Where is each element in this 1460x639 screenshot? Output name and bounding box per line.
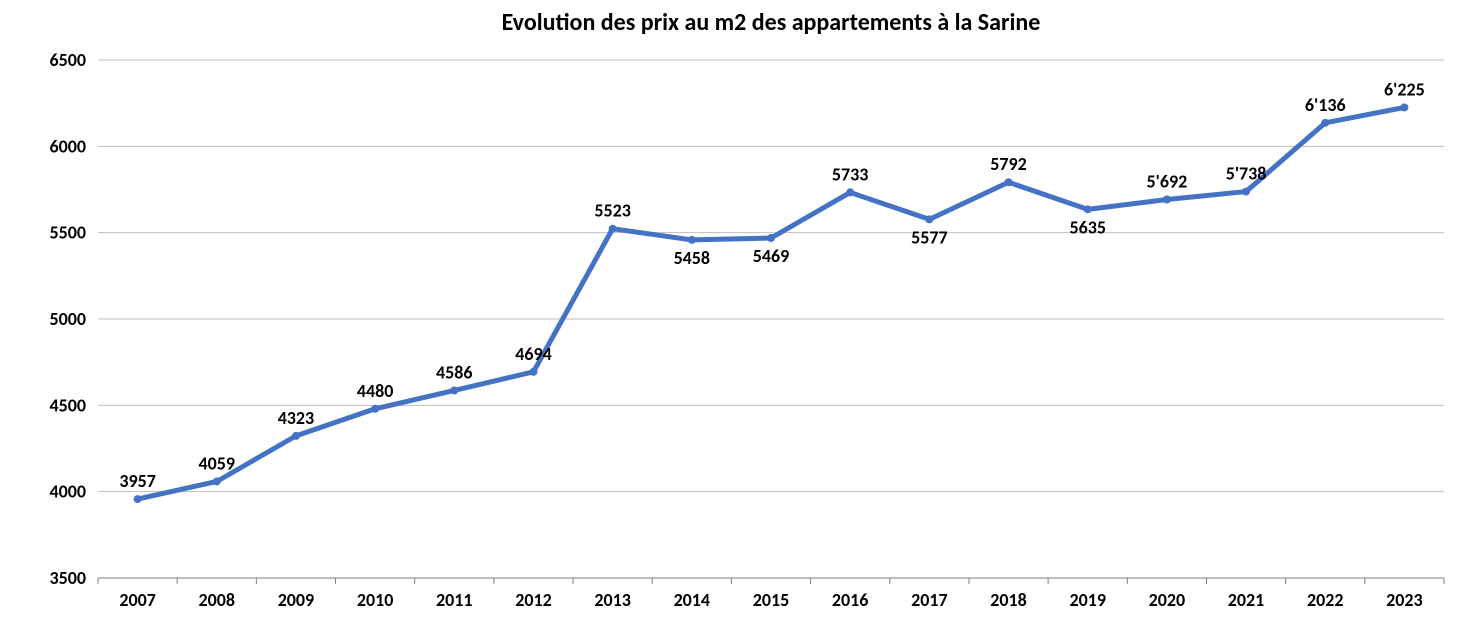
data-label: 4586 [436, 361, 473, 383]
x-tick-label: 2007 [119, 589, 156, 611]
y-tick-label: 5000 [50, 308, 87, 330]
data-label: 4480 [357, 380, 394, 402]
series-marker [925, 215, 933, 223]
x-tick-label: 2014 [674, 589, 711, 611]
data-label: 6'225 [1384, 78, 1425, 100]
x-tick-label: 2018 [990, 589, 1027, 611]
series-marker [134, 495, 142, 503]
series-marker [846, 188, 854, 196]
y-tick-label: 4500 [50, 394, 87, 416]
x-tick-label: 2020 [1149, 589, 1186, 611]
data-label: 5635 [1069, 216, 1106, 238]
data-label: 5458 [674, 247, 711, 269]
data-label: 4059 [199, 452, 236, 474]
x-tick-label: 2010 [357, 589, 394, 611]
x-tick-label: 2016 [832, 589, 869, 611]
data-label: 3957 [119, 470, 156, 492]
x-tick-label: 2015 [753, 589, 790, 611]
data-label: 5'738 [1226, 163, 1267, 185]
series-marker [1400, 103, 1408, 111]
y-tick-label: 4000 [50, 481, 87, 503]
series-marker [371, 405, 379, 413]
data-label: 5'692 [1147, 171, 1188, 193]
data-label: 6'136 [1305, 94, 1346, 116]
series-marker [767, 234, 775, 242]
data-label: 5469 [753, 245, 790, 267]
x-tick-label: 2009 [278, 589, 315, 611]
y-tick-label: 6000 [50, 135, 87, 157]
series-marker [609, 225, 617, 233]
chart-title: Evolution des prix au m2 des appartement… [502, 8, 1041, 37]
x-tick-label: 2019 [1069, 589, 1106, 611]
x-tick-label: 2023 [1386, 589, 1423, 611]
series-marker [1005, 178, 1013, 186]
series-marker [1321, 119, 1329, 127]
x-tick-label: 2017 [911, 589, 948, 611]
line-chart: Evolution des prix au m2 des appartement… [0, 0, 1460, 639]
data-label: 5792 [990, 153, 1027, 175]
x-tick-label: 2012 [515, 589, 552, 611]
series-marker [1084, 205, 1092, 213]
x-tick-label: 2021 [1228, 589, 1265, 611]
series-marker [1242, 188, 1250, 196]
data-label: 5523 [594, 200, 631, 222]
y-tick-label: 5500 [50, 222, 87, 244]
series-marker [688, 236, 696, 244]
y-tick-label: 3500 [50, 567, 87, 589]
series-marker [450, 386, 458, 394]
x-tick-label: 2013 [594, 589, 631, 611]
x-tick-label: 2022 [1307, 589, 1344, 611]
series-marker [292, 432, 300, 440]
x-tick-label: 2011 [436, 589, 473, 611]
data-label: 5733 [832, 163, 869, 185]
series-marker [1163, 196, 1171, 204]
data-label: 4694 [515, 343, 552, 365]
x-tick-label: 2008 [199, 589, 236, 611]
data-label: 5577 [911, 226, 948, 248]
chart-container: Evolution des prix au m2 des appartement… [0, 0, 1460, 639]
data-label: 4323 [278, 407, 315, 429]
series-marker [529, 368, 537, 376]
series-marker [213, 477, 221, 485]
y-tick-label: 6500 [50, 49, 87, 71]
